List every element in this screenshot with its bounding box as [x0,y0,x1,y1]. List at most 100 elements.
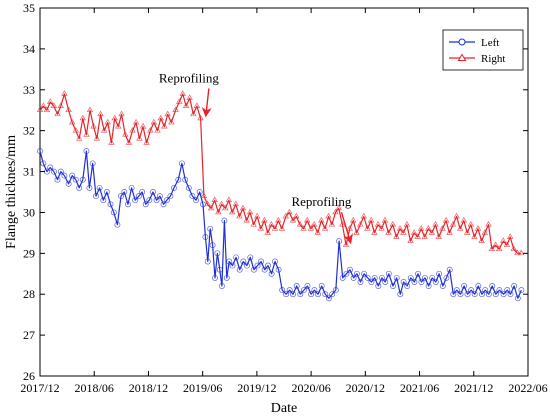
series-right-point [275,216,282,223]
series-left-point [268,270,275,277]
series-left-point [37,148,43,155]
series-right-point [90,122,97,129]
series-left-point [86,184,93,191]
series-right-point [474,225,482,231]
annotation-arrow [201,88,212,118]
series-right-point [478,237,485,243]
series-left-point [54,176,61,183]
x-tick-label: 2020/12 [346,381,385,395]
series-left-point [254,262,261,269]
series-right-point [296,221,304,227]
x-tick-label: 2018/12 [129,381,168,395]
series-right-point [243,216,250,223]
series-right-point [261,216,268,223]
series-left-line [39,150,522,299]
series-right-point [421,233,428,239]
series-right-point [61,90,68,96]
series-right-point [111,114,118,121]
series-left-point [156,193,163,200]
series-right-point [179,90,187,96]
series-left-point [411,279,418,285]
x-axis: 2017/12 2018/06 2018/12 2019/06 2019/12 2020/… [20,8,548,395]
series-right-point [389,221,397,227]
series-right-point [514,249,521,256]
series-right-point [303,216,311,223]
series-right-point [414,233,422,239]
series-left-point [308,291,315,298]
y-tick-label: 28 [23,287,35,301]
series-left-point [142,201,149,208]
series-right-point [332,208,339,215]
series-right-point [236,212,243,219]
series-left-point [79,176,86,183]
series-left-point [464,291,471,298]
series-left-point [511,283,518,289]
series-right-point [143,139,150,145]
series-left-point [118,193,124,200]
series-right-point [307,225,315,231]
series-right-point [517,249,525,256]
series-left-point [422,274,428,281]
series-left-point [293,283,300,289]
series-left-point [209,242,216,249]
series-right-point [428,229,436,235]
series-left-point [150,189,156,195]
x-tick-label: 2019/06 [183,381,222,395]
series-right-point [68,118,76,125]
series-right-point [136,135,143,141]
series-right-point [510,245,518,252]
series-right-point [500,237,507,243]
series-left-point [393,274,400,281]
series-left-point [425,283,432,289]
series-left-point [178,160,185,167]
series-right-point [495,245,503,252]
series-left-point [146,197,153,204]
series-right-point [350,216,357,223]
series-right-point [246,208,254,215]
series-right-point [425,225,432,231]
series-left-point [418,279,425,285]
series-left-point [450,291,457,298]
series-right-point [221,204,229,211]
series-left-point [478,291,485,298]
series-left-point [258,258,265,265]
annotation-reprofiling-label: Reprofiling [159,70,219,85]
series-left-point [121,189,128,195]
series-left-point [61,172,68,179]
series-left-point [436,270,443,277]
series-left-point [153,197,160,204]
series-left-point [202,234,209,240]
series-left-point [343,270,350,277]
series-left-point [475,283,482,289]
series-right-point [286,208,293,215]
series-left-point [272,258,278,265]
series-right-point [442,216,450,223]
series-left-point [50,168,57,175]
x-tick-label: 2019/12 [237,381,276,395]
annotation-reprofiling-label: Reprofiling [291,194,351,209]
series-left-point [233,254,240,261]
series-left-point [175,176,182,183]
series-left-point [453,287,460,294]
series-right-point [207,204,215,211]
series-left-point [47,164,54,171]
series-right-point [197,114,204,121]
series-left-point [514,295,521,302]
series-right-point [65,106,72,113]
series-right-point [218,200,225,207]
series-right-point [72,127,80,133]
series-left-point [400,279,407,285]
series-right-point [93,135,101,141]
series-right-point [396,225,404,231]
series-right-point [353,229,360,235]
series-left-point [250,266,257,273]
series-right-point [485,221,492,227]
series-right-point [193,102,201,108]
series-left-point [279,287,286,294]
series-left-point [135,193,142,200]
series-left-point [322,291,329,298]
series-right-point [435,233,443,239]
series-right-point [211,196,218,203]
series-right-point [453,212,460,219]
